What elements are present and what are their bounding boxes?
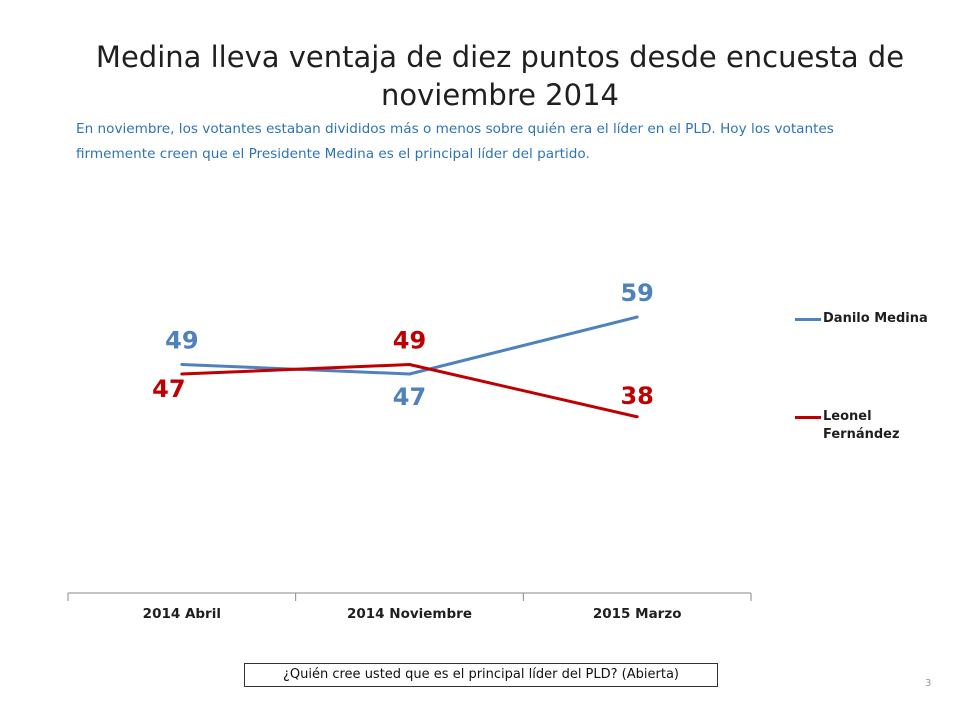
page-title: Medina lleva ventaja de diez puntos desd… bbox=[95, 40, 905, 112]
legend-swatch-medina bbox=[795, 318, 821, 321]
page-subtitle: En noviembre, los votantes estaban divid… bbox=[76, 121, 834, 162]
data-point bbox=[408, 372, 411, 376]
data-point bbox=[635, 415, 639, 419]
survey-question-box: ¿Quién cree usted que es el principal lí… bbox=[244, 663, 718, 687]
page-number: 3 bbox=[925, 678, 932, 689]
x-tick-label: 2015 Marzo bbox=[593, 606, 682, 622]
data-label: 59 bbox=[620, 279, 653, 307]
data-point bbox=[635, 315, 639, 319]
x-tick-label: 2014 Noviembre bbox=[347, 606, 472, 622]
legend-label-fernandez: Leonel Fernández bbox=[823, 409, 900, 442]
data-point bbox=[408, 363, 411, 366]
data-label: 47 bbox=[152, 375, 185, 403]
data-label: 49 bbox=[165, 327, 198, 355]
data-point bbox=[180, 372, 184, 376]
legend-swatch-fernandez bbox=[795, 416, 821, 419]
data-point bbox=[180, 363, 184, 366]
data-label: 47 bbox=[393, 383, 426, 411]
legend-label-medina: Danilo Medina bbox=[823, 311, 928, 326]
data-label: 49 bbox=[393, 327, 426, 355]
data-label: 38 bbox=[620, 382, 653, 410]
x-tick-label: 2014 Abril bbox=[143, 606, 221, 622]
